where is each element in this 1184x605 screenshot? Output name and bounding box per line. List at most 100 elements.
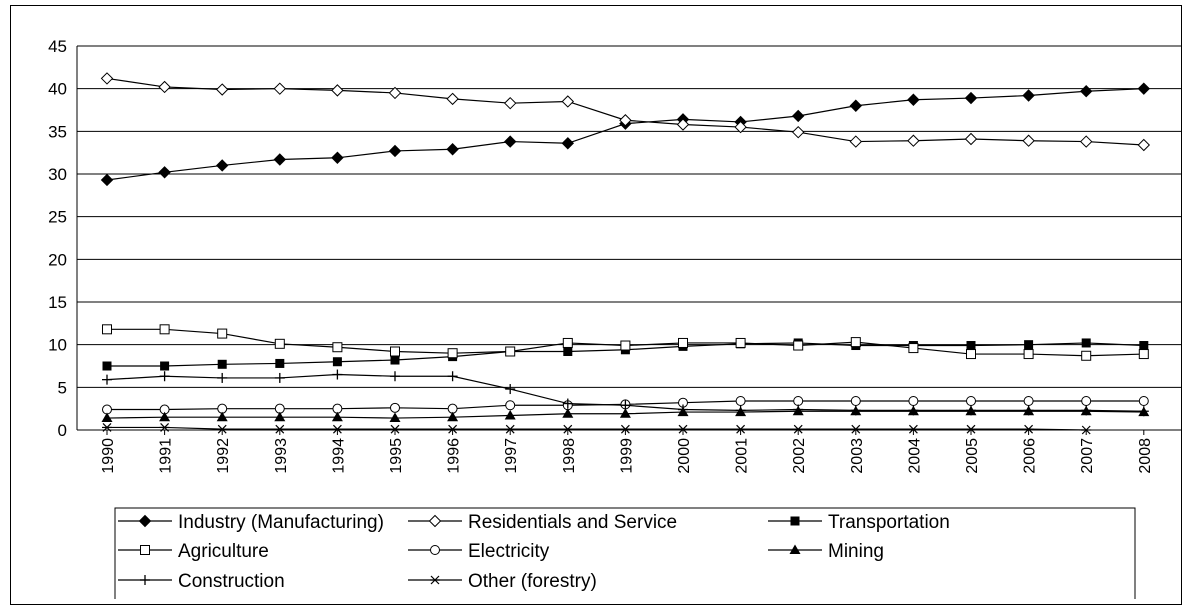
data-point-electricity	[735, 395, 746, 406]
legend-marker-residentials-and-service	[428, 514, 442, 528]
data-point-residentials-and-service	[964, 132, 978, 146]
x-tick-label: 1994	[330, 438, 347, 474]
y-tick-label: 10	[48, 336, 67, 355]
data-point-industry-manufacturing	[158, 166, 171, 179]
data-point-residentials-and-service	[388, 86, 402, 100]
data-point-industry-manufacturing	[849, 99, 863, 112]
legend-label-mining: Mining	[828, 541, 884, 562]
data-point-electricity	[390, 402, 400, 413]
data-point-construction	[620, 400, 631, 411]
data-point-transportation	[102, 361, 112, 371]
data-point-transportation	[332, 357, 342, 367]
data-point-agriculture	[505, 346, 516, 357]
data-point-other-forestry	[793, 424, 804, 434]
legend-marker-mining	[789, 544, 801, 554]
data-point-electricity	[793, 395, 804, 406]
data-point-agriculture	[390, 346, 400, 357]
data-point-construction	[793, 404, 804, 415]
data-point-other-forestry	[735, 424, 746, 434]
legend-box	[114, 507, 1136, 599]
legend-label-residentials-and-service: Residentials and Service	[468, 512, 677, 533]
data-point-construction	[217, 372, 228, 383]
data-point-construction	[505, 384, 516, 395]
data-point-electricity	[1138, 395, 1149, 406]
data-point-agriculture	[217, 328, 228, 339]
data-point-agriculture	[1081, 350, 1092, 361]
data-point-residentials-and-service	[215, 83, 229, 96]
data-point-other-forestry	[1081, 425, 1092, 435]
y-tick-label: 35	[48, 122, 67, 141]
data-point-industry-manufacturing	[964, 91, 978, 105]
data-point-industry-manufacturing	[1079, 85, 1093, 98]
x-tick-label: 2008	[1137, 438, 1154, 474]
data-point-industry-manufacturing	[561, 137, 575, 150]
data-point-other-forestry	[102, 423, 112, 432]
legend-label-agriculture: Agriculture	[178, 541, 269, 562]
legend-marker-construction	[140, 575, 150, 585]
data-point-residentials-and-service	[273, 82, 287, 95]
legend-marker-other-forestry	[430, 575, 440, 585]
data-point-residentials-and-service	[1137, 138, 1151, 152]
data-point-transportation	[1081, 338, 1091, 348]
data-point-other-forestry	[678, 424, 688, 434]
data-point-construction	[678, 404, 688, 415]
data-point-agriculture	[678, 337, 688, 348]
data-point-agriculture	[102, 324, 112, 335]
y-tick-label: 40	[48, 80, 67, 99]
x-tick-label: 1995	[388, 438, 405, 474]
data-point-construction	[850, 405, 861, 416]
legend-marker-electricity	[430, 545, 440, 555]
legend-label-other-forestry: Other (forestry)	[468, 571, 597, 592]
x-tick-label: 1996	[446, 438, 463, 474]
x-tick-label: 1990	[100, 438, 117, 474]
data-point-construction	[735, 405, 746, 416]
data-point-transportation	[1139, 341, 1149, 351]
data-point-residentials-and-service	[158, 80, 171, 94]
data-point-agriculture	[850, 337, 861, 348]
x-tick-label: 2006	[1022, 438, 1039, 474]
data-point-agriculture	[159, 324, 170, 335]
data-point-industry-manufacturing	[1022, 89, 1035, 102]
data-point-construction	[1023, 405, 1034, 416]
data-point-agriculture	[274, 338, 285, 349]
x-tick-label: 2003	[849, 438, 866, 474]
data-point-other-forestry	[620, 424, 631, 434]
data-point-residentials-and-service	[446, 92, 459, 106]
series-line-other-forestry	[107, 426, 1087, 431]
data-point-agriculture	[620, 340, 631, 351]
data-point-transportation	[966, 341, 976, 351]
data-point-other-forestry	[217, 424, 228, 434]
y-tick-label: 25	[48, 208, 67, 227]
data-point-residentials-and-service	[1022, 134, 1035, 147]
data-point-other-forestry	[159, 423, 170, 432]
data-point-mining	[274, 411, 286, 422]
y-tick-label: 30	[48, 165, 67, 184]
data-point-transportation	[275, 358, 285, 368]
data-point-mining	[216, 411, 228, 422]
x-tick-label: 2000	[676, 438, 693, 474]
data-point-industry-manufacturing	[446, 143, 459, 156]
legend-label-construction: Construction	[178, 571, 285, 592]
data-point-transportation	[217, 359, 227, 369]
data-point-mining	[101, 412, 113, 423]
data-point-electricity	[505, 400, 516, 411]
data-point-agriculture	[735, 337, 746, 348]
data-point-transportation	[160, 361, 170, 371]
data-point-transportation	[390, 355, 400, 365]
data-point-other-forestry	[1023, 424, 1034, 434]
legend-marker-industry-manufacturing	[138, 514, 152, 528]
y-tick-label: 5	[58, 378, 67, 397]
data-point-industry-manufacturing	[331, 151, 344, 164]
data-point-construction	[966, 405, 976, 416]
x-tick-label: 1992	[215, 438, 232, 474]
y-tick-label: 15	[48, 293, 67, 312]
legend-label-industry-manufacturing: Industry (Manufacturing)	[178, 512, 384, 533]
data-point-electricity	[1023, 395, 1034, 406]
data-point-industry-manufacturing	[100, 173, 114, 187]
legend-marker-transportation	[790, 516, 800, 526]
series-line-industry-manufacturing	[106, 88, 1144, 181]
data-point-mining	[619, 408, 631, 418]
x-tick-label: 1993	[273, 438, 290, 474]
data-point-transportation	[563, 346, 573, 356]
